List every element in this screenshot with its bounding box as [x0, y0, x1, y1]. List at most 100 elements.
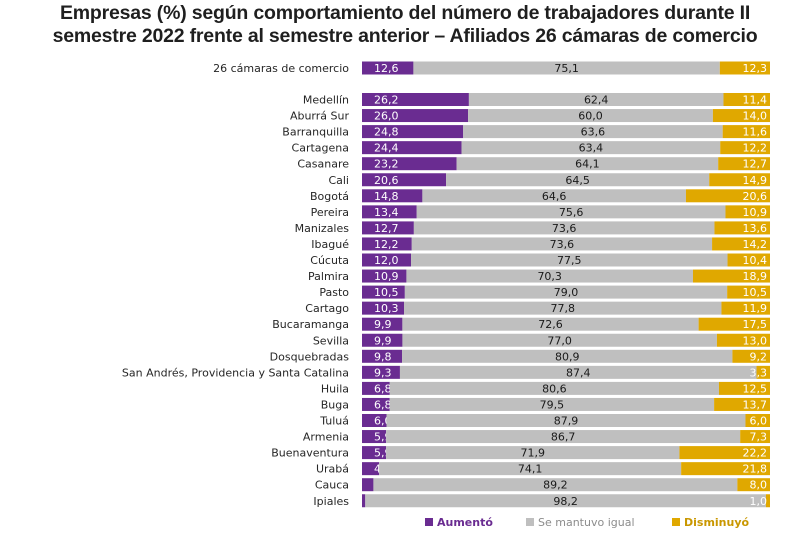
- data-label-se-mantuvo-igual-bogota: 64,6: [542, 190, 567, 203]
- bar-disminuyo-dosquebradas: [732, 349, 770, 363]
- chart-title-line-1: Empresas (%) según comportamiento del nú…: [59, 2, 751, 24]
- bar-disminuyo-palmira: [692, 269, 770, 283]
- data-label-disminuyo-palmira: 18,9: [743, 270, 768, 283]
- data-label-disminuyo-cartago: 11,9: [743, 302, 768, 315]
- bar-aumento-tulua: [362, 414, 387, 427]
- data-label-disminuyo-manizales: 13,6: [743, 222, 768, 235]
- data-label-disminuyo-cucuta: 10,4: [743, 254, 768, 267]
- legend-swatch-disminuyo: [672, 518, 680, 526]
- category-label-armenia: Armenia: [303, 431, 349, 444]
- data-label-aumento-aburra-sur: 26,0: [374, 110, 399, 123]
- bar-se-mantuvo-igual-uraba: [379, 462, 682, 476]
- bar-se-mantuvo-igual-pereira: [416, 205, 726, 219]
- bar-aumento-ipiales: [362, 494, 366, 508]
- bar-disminuyo-cali: [709, 173, 770, 187]
- data-label-disminuyo-uraba: 21,8: [743, 463, 768, 476]
- bar-disminuyo-huila: [718, 381, 770, 395]
- bar-aumento-armenia: [362, 430, 387, 444]
- data-label-se-mantuvo-igual-dosquebradas: 80,9: [555, 350, 580, 363]
- data-label-se-mantuvo-igual-buenaventura: 71,9: [520, 447, 545, 460]
- data-label-disminuyo-ibague: 14,2: [743, 238, 768, 251]
- data-label-se-mantuvo-igual-cucuta: 77,5: [557, 254, 582, 267]
- data-label-se-mantuvo-igual-tulua: 87,9: [554, 415, 579, 428]
- bar-aumento-cauca: [362, 478, 374, 492]
- bar-se-mantuvo-igual-buga: [389, 397, 715, 411]
- data-label-disminuyo-medellin: 11,4: [743, 94, 768, 107]
- data-label-aumento-buga: 6,8: [374, 398, 392, 411]
- category-label-manizales: Manizales: [295, 222, 350, 235]
- data-label-disminuyo-cali: 14,9: [743, 174, 768, 187]
- data-label-aumento-bucaramanga: 9,9: [374, 318, 392, 331]
- data-label-aumento-cartagena: 24,4: [374, 142, 399, 155]
- bar-disminuyo-armenia: [740, 430, 770, 444]
- bar-se-mantuvo-igual-aburra-sur: [468, 109, 713, 123]
- data-label-se-mantuvo-igual-buga: 79,5: [540, 398, 565, 411]
- data-label-aumento-26-camaras-de-comercio: 12,6: [374, 62, 399, 75]
- data-label-disminuyo-tulua: 6,0: [750, 415, 768, 428]
- data-label-se-mantuvo-igual-cartago: 77,8: [550, 302, 575, 315]
- legend-swatch-se-mantuvo-igual: [526, 518, 534, 526]
- category-label-bogota: Bogotá: [310, 190, 349, 203]
- category-label-pereira: Pereira: [311, 206, 349, 219]
- bar-se-mantuvo-igual-cartagena: [461, 141, 721, 155]
- legend-label-aumento: Aumentó: [437, 516, 493, 529]
- bar-disminuyo-bucaramanga: [698, 317, 770, 331]
- data-label-disminuyo-armenia: 7,3: [750, 431, 768, 444]
- bar-disminuyo-aburra-sur: [712, 109, 770, 123]
- bar-se-mantuvo-igual-cucuta: [411, 253, 728, 267]
- data-label-disminuyo-casanare: 12,7: [743, 158, 768, 171]
- category-label-tulua: Tuluá: [319, 415, 349, 428]
- data-label-se-mantuvo-igual-medellin: 62,4: [584, 94, 609, 107]
- data-label-se-mantuvo-igual-manizales: 73,6: [552, 222, 577, 235]
- category-label-ipiales: Ipiales: [313, 495, 349, 508]
- bar-se-mantuvo-igual-cartago: [404, 301, 722, 315]
- data-label-disminuyo-pereira: 10,9: [743, 206, 768, 219]
- bar-disminuyo-ipiales: [765, 494, 770, 508]
- data-label-se-mantuvo-igual-cauca: 89,2: [543, 479, 568, 492]
- bar-disminuyo-casanare: [718, 157, 770, 171]
- category-label-cartago: Cartago: [305, 302, 349, 315]
- data-label-aumento-cartago: 10,3: [374, 302, 399, 315]
- bar-disminuyo-tulua: [745, 414, 770, 427]
- bar-se-mantuvo-igual-tulua: [386, 414, 746, 427]
- data-label-aumento-sevilla: 9,9: [374, 334, 392, 347]
- category-label-barranquilla: Barranquilla: [282, 126, 349, 139]
- data-label-disminuyo-bogota: 20,6: [743, 190, 768, 203]
- data-label-aumento-dosquebradas: 9,8: [374, 350, 392, 363]
- category-label-dosquebradas: Dosquebradas: [270, 350, 350, 363]
- bar-aumento-ibague: [362, 237, 412, 251]
- bar-se-mantuvo-igual-palmira: [406, 269, 693, 283]
- data-label-se-mantuvo-igual-uraba: 74,1: [518, 463, 543, 476]
- data-label-disminuyo-sevilla: 13,0: [743, 334, 768, 347]
- bar-aumento-palmira: [362, 269, 407, 283]
- bar-aumento-26-camaras-de-comercio: [362, 61, 414, 75]
- data-label-disminuyo-pasto: 10,5: [743, 286, 768, 299]
- category-label-uraba: Urabá: [316, 463, 349, 476]
- category-label-palmira: Palmira: [308, 270, 349, 283]
- data-label-disminuyo-dosquebradas: 9,2: [750, 350, 768, 363]
- bar-aumento-aburra-sur: [362, 109, 469, 123]
- bar-se-mantuvo-igual-barranquilla: [463, 125, 723, 139]
- bar-se-mantuvo-igual-cali: [446, 173, 710, 187]
- bar-disminuyo-buenaventura: [679, 446, 770, 460]
- bar-disminuyo-bogota: [685, 189, 770, 203]
- chart-title-line-2: semestre 2022 frente al semestre anterio…: [52, 25, 758, 47]
- data-label-disminuyo-26-camaras-de-comercio: 12,3: [743, 62, 768, 75]
- bar-se-mantuvo-igual-bogota: [422, 189, 686, 203]
- category-label-casanare: Casanare: [297, 158, 349, 171]
- bar-se-mantuvo-igual-sevilla: [402, 333, 717, 347]
- data-label-disminuyo-ipiales: 1,0: [750, 495, 768, 508]
- category-label-cucuta: Cúcuta: [310, 254, 349, 267]
- data-label-se-mantuvo-igual-cali: 64,5: [565, 174, 590, 187]
- bar-aumento-huila: [362, 381, 390, 395]
- bar-se-mantuvo-igual-armenia: [386, 430, 741, 444]
- data-label-aumento-huila: 6,8: [374, 382, 392, 395]
- data-label-disminuyo-cauca: 8,0: [750, 479, 768, 492]
- category-label-san-andres-providencia-y-santa-catalina: San Andrés, Providencia y Santa Catalina: [122, 366, 349, 379]
- bar-aumento-casanare: [362, 157, 457, 171]
- data-label-se-mantuvo-igual-armenia: 86,7: [551, 431, 576, 444]
- bar-disminuyo-sevilla: [716, 333, 770, 347]
- data-label-se-mantuvo-igual-pereira: 75,6: [559, 206, 584, 219]
- bar-aumento-bogota: [362, 189, 423, 203]
